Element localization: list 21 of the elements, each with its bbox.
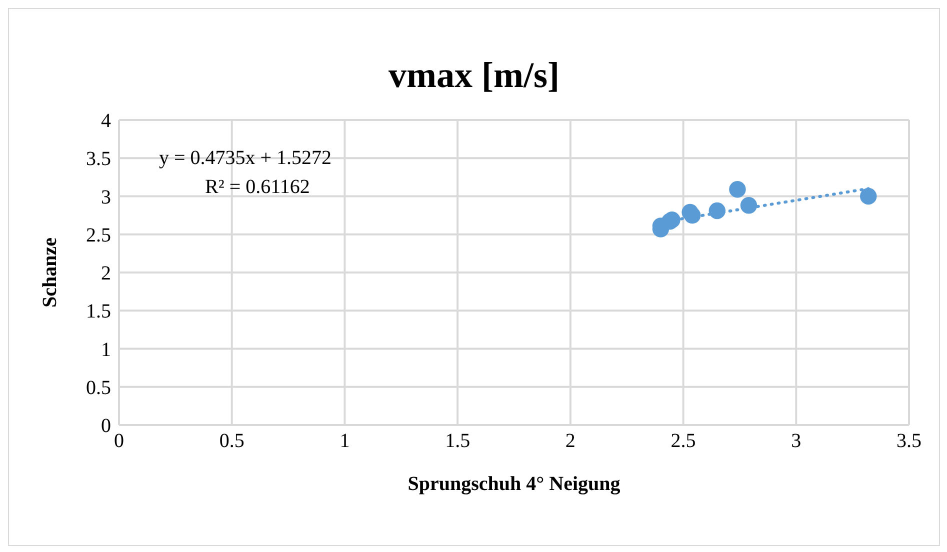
x-tick-label: 2.5	[670, 430, 696, 452]
x-tick-label: 1.5	[445, 430, 470, 452]
y-tick-label: 0.5	[86, 376, 111, 399]
x-tick-label: 2	[565, 430, 576, 452]
y-tick-label: 4	[101, 110, 111, 132]
y-tick-label: 2	[101, 262, 111, 285]
x-tick-label: 1	[340, 430, 350, 452]
annotation: y = 0.4735x + 1.5272	[159, 147, 332, 169]
y-tick-label: 0	[101, 415, 111, 438]
y-tick-label: 3	[101, 186, 111, 208]
chart-title: vmax [m/s]	[388, 54, 560, 96]
y-tick-label: 1.5	[86, 300, 111, 323]
y-axis-title: Schanze	[39, 237, 62, 308]
y-tick-label: 3.5	[86, 148, 111, 170]
annotation: R² = 0.61162	[205, 176, 310, 198]
x-tick-label: 3.5	[896, 430, 922, 452]
y-tick-label: 2.5	[86, 224, 111, 246]
x-tick-label: 3	[791, 430, 802, 452]
x-axis-title: Sprungschuh 4° Neigung	[408, 473, 620, 495]
y-tick-label: 1	[101, 338, 111, 361]
x-tick-label: 0.5	[219, 430, 244, 452]
